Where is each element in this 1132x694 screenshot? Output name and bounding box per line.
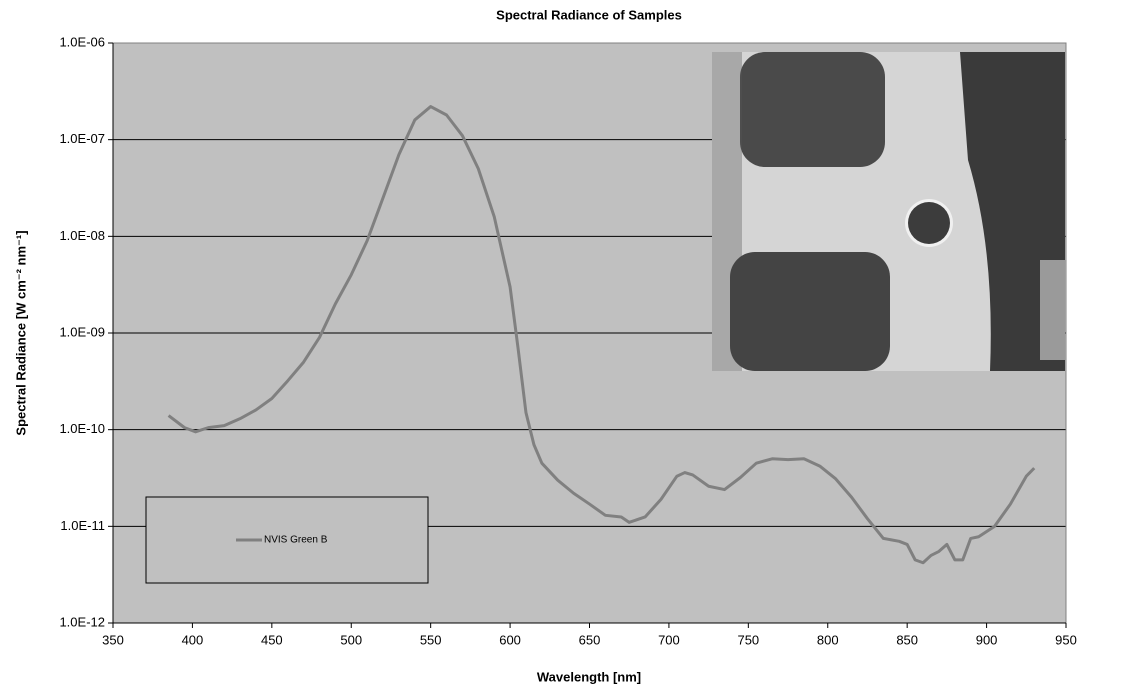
- x-tick-label: 500: [340, 632, 362, 647]
- x-tick-label: 400: [182, 632, 204, 647]
- x-tick-label: 600: [499, 632, 521, 647]
- series-line: [167, 105, 1036, 565]
- y-tick-label: 1.0E-09: [59, 324, 105, 339]
- y-tick-label: 1.0E-06: [59, 34, 105, 49]
- inset-edge: [1040, 260, 1065, 360]
- x-tick-label: 900: [976, 632, 998, 647]
- y-tick-label: 1.0E-10: [59, 421, 105, 436]
- inset-dark-top: [740, 52, 885, 167]
- legend-box: [145, 496, 429, 584]
- inset-dark-bottom: [730, 252, 890, 371]
- x-tick-label: 850: [896, 632, 918, 647]
- x-axis-label: Wavelength [nm]: [537, 669, 641, 684]
- legend-label: NVIS Green B: [264, 535, 328, 546]
- chart-title: Spectral Radiance of Samples: [496, 7, 682, 22]
- x-tick-label: 350: [102, 632, 124, 647]
- x-tick-label: 550: [420, 632, 442, 647]
- x-tick-label: 650: [579, 632, 601, 647]
- x-tick-label: 700: [658, 632, 680, 647]
- legend: NVIS Green B: [145, 496, 429, 584]
- inset-dark-right: [960, 52, 1065, 371]
- y-tick-label: 1.0E-11: [60, 518, 105, 533]
- inset-dot: [908, 202, 950, 244]
- y-tick-label: 1.0E-08: [59, 228, 105, 243]
- x-tick-label: 450: [261, 632, 283, 647]
- x-tick-label: 800: [817, 632, 839, 647]
- y-axis-label: Spectral Radiance [W cm⁻² nm⁻¹]: [13, 230, 28, 435]
- y-tick-label: 1.0E-07: [59, 131, 105, 146]
- x-tick-label: 750: [737, 632, 759, 647]
- y-tick-label: 1.0E-12: [59, 614, 105, 629]
- x-tick-label: 950: [1055, 632, 1077, 647]
- inset-image: [712, 52, 1065, 371]
